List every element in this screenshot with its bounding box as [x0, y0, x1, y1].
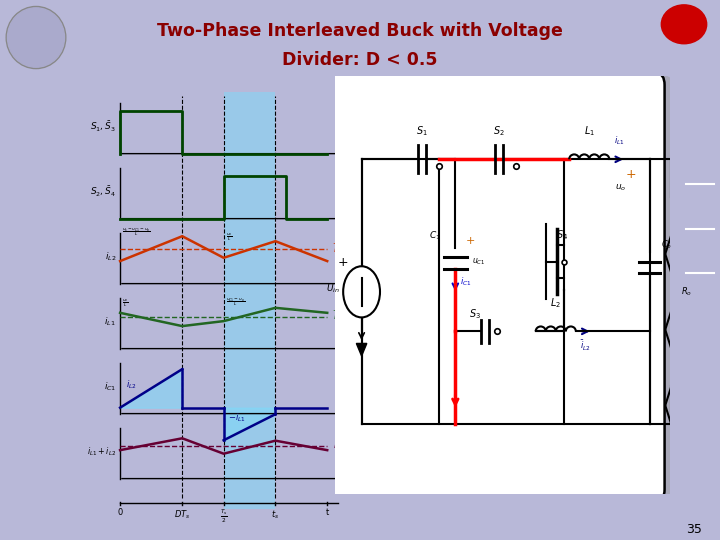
- FancyBboxPatch shape: [330, 73, 665, 501]
- Text: $\bar{i}_{L1}$: $\bar{i}_{L1}$: [333, 310, 344, 324]
- Text: $U_{in}$: $U_{in}$: [326, 283, 340, 295]
- Text: $\frac{T_s}{2}$: $\frac{T_s}{2}$: [220, 508, 228, 525]
- Text: $C_1$: $C_1$: [429, 230, 441, 242]
- Text: $L_1$: $L_1$: [584, 124, 595, 138]
- Text: $R_o$: $R_o$: [681, 286, 693, 298]
- Circle shape: [6, 6, 66, 69]
- Text: $\frac{u_s-u_{C1}-u_o}{L}$: $\frac{u_s-u_{C1}-u_o}{L}$: [122, 227, 151, 239]
- Text: $i_{L1}$: $i_{L1}$: [614, 134, 625, 146]
- Text: $t_s$: $t_s$: [271, 508, 279, 521]
- Text: $i_{C1}$: $i_{C1}$: [104, 381, 116, 393]
- Text: $S_2$: $S_2$: [493, 124, 505, 138]
- Text: $u_{C1}$: $u_{C1}$: [472, 257, 485, 267]
- Text: t: t: [354, 278, 358, 288]
- Text: $L_2$: $L_2$: [550, 296, 562, 309]
- Text: $\bar{i}_{L2}$: $\bar{i}_{L2}$: [580, 339, 591, 354]
- Text: $i_{L1}$: $i_{L1}$: [104, 316, 116, 328]
- Text: 35: 35: [686, 523, 702, 536]
- Text: $DT_s$: $DT_s$: [174, 508, 191, 521]
- Text: $i_{L2}$: $i_{L2}$: [126, 379, 137, 391]
- Text: t: t: [325, 508, 329, 517]
- Text: $S_3$: $S_3$: [469, 307, 482, 321]
- Text: +: +: [338, 256, 348, 269]
- Text: +: +: [626, 168, 636, 181]
- Circle shape: [343, 266, 380, 318]
- Text: $S_2,\bar{S}_4$: $S_2,\bar{S}_4$: [90, 185, 116, 199]
- Text: $\bar{i}_{L2}$: $\bar{i}_{L2}$: [333, 242, 344, 256]
- Text: $C_o$: $C_o$: [661, 239, 672, 251]
- Text: Two-Phase Interleaved Buck with Voltage: Two-Phase Interleaved Buck with Voltage: [157, 22, 563, 39]
- Text: $\frac{u_o}{L}$: $\frac{u_o}{L}$: [225, 231, 233, 243]
- Text: $S_4$: $S_4$: [557, 228, 569, 242]
- Text: t: t: [354, 213, 358, 223]
- Text: $i_{C1}$: $i_{C1}$: [460, 276, 472, 288]
- Circle shape: [662, 5, 706, 44]
- Text: Divider: D < 0.5: Divider: D < 0.5: [282, 51, 438, 69]
- Text: t: t: [354, 148, 358, 158]
- Text: $S_1$: $S_1$: [416, 124, 428, 138]
- Circle shape: [7, 8, 65, 68]
- Text: 0: 0: [117, 508, 122, 517]
- Text: $i_o$: $i_o$: [333, 440, 341, 453]
- FancyBboxPatch shape: [338, 76, 673, 512]
- Bar: [224, 92, 276, 509]
- Text: +: +: [466, 236, 475, 246]
- Text: $-i_{L1}$: $-i_{L1}$: [228, 411, 246, 423]
- Text: $S_1,\bar{S}_3$: $S_1,\bar{S}_3$: [90, 120, 116, 134]
- Text: t: t: [354, 473, 358, 483]
- Text: $i_{L1}+i_{L2}$: $i_{L1}+i_{L2}$: [86, 446, 116, 458]
- Text: $i_{L2}$: $i_{L2}$: [104, 251, 116, 263]
- Text: t: t: [354, 343, 358, 353]
- Text: $u_o$: $u_o$: [616, 183, 626, 193]
- Text: t: t: [354, 408, 358, 418]
- Text: $\frac{u_{C1}-u_o}{L}$: $\frac{u_{C1}-u_o}{L}$: [225, 296, 245, 309]
- Text: $\frac{u_o}{L}$: $\frac{u_o}{L}$: [122, 297, 129, 309]
